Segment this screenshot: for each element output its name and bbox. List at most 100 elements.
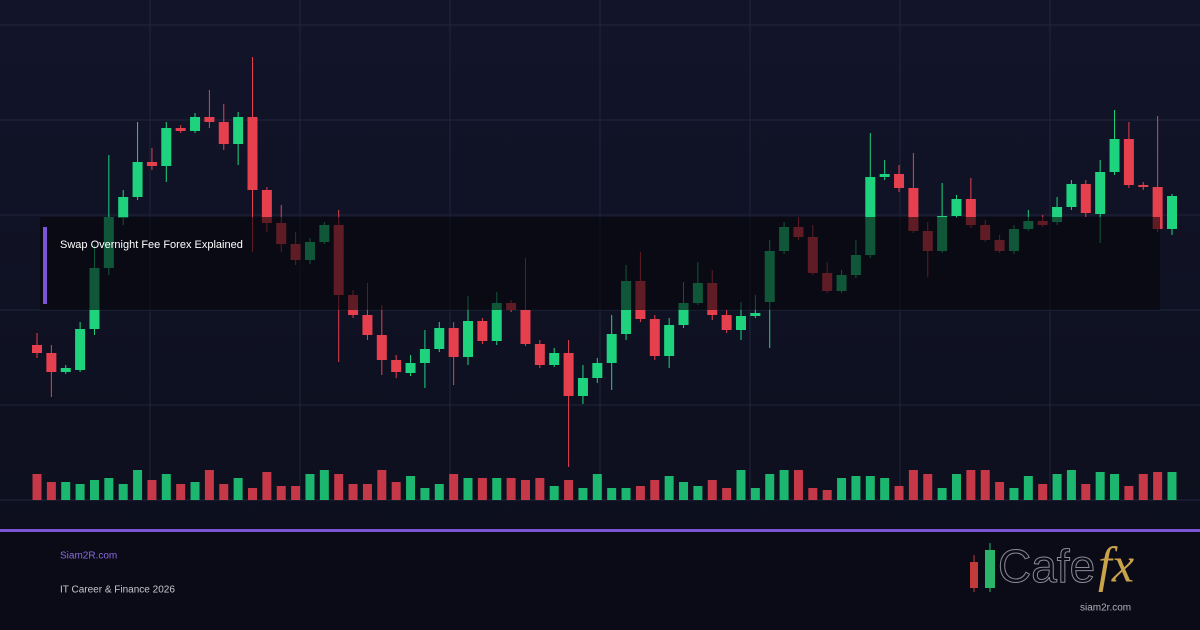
volume-bar [880, 478, 890, 500]
candle-body [247, 117, 258, 190]
candle-body [649, 319, 660, 356]
volume-bar [851, 476, 861, 500]
volume-bar [607, 488, 617, 500]
candle-body [60, 368, 71, 372]
volume-bar [233, 478, 243, 500]
candle-body [520, 310, 531, 344]
volume-bar [937, 488, 947, 500]
volume-bar [1066, 470, 1076, 500]
volume-bar [894, 486, 904, 500]
volume-bar [1095, 472, 1105, 500]
footer [0, 532, 1200, 630]
volume-bar [420, 488, 430, 500]
volume-bar [118, 484, 128, 500]
volume-bar [161, 474, 171, 500]
candle-body [1066, 184, 1077, 207]
volume-bar [549, 486, 559, 500]
volume-bar [463, 478, 473, 500]
candle-body [491, 303, 502, 341]
candle-body [1052, 207, 1063, 222]
volume-bar [32, 474, 42, 500]
volume-bar [520, 480, 530, 500]
logo-accent: fx [1098, 536, 1134, 592]
candle-body [1080, 184, 1091, 213]
candle-body [965, 199, 976, 225]
volume-bar [391, 482, 401, 500]
volume-bar [104, 478, 114, 500]
candle-body [1138, 185, 1149, 187]
volume-bar [219, 484, 229, 500]
candle-body [218, 122, 229, 144]
candle-body [146, 162, 157, 166]
volume-bar [808, 488, 818, 500]
candle-body [664, 325, 675, 356]
site: Siam2R.com [60, 551, 117, 562]
volume-bar [262, 472, 272, 500]
volume-bar [621, 488, 631, 500]
candle-body [376, 335, 387, 360]
candle-body [391, 360, 402, 372]
volume-bar [822, 490, 832, 500]
candle-body [132, 162, 143, 197]
volume-bar [75, 484, 85, 500]
candle-body [534, 344, 545, 365]
candle-body [477, 321, 488, 341]
volume-bar [1167, 472, 1177, 500]
volume-bar [204, 470, 214, 500]
volume-bar [61, 482, 71, 500]
volume-bar [679, 482, 689, 500]
candle-body [46, 353, 57, 372]
candle-body [563, 353, 574, 396]
candle-body [1123, 139, 1134, 185]
candle-body [190, 117, 201, 131]
volume-bar [980, 470, 990, 500]
title: Swap Overnight Fee Forex Explained [60, 239, 243, 251]
candle-body [735, 316, 746, 330]
volume-bar [693, 486, 703, 500]
volume-bar [736, 470, 746, 500]
volume-bar [362, 484, 372, 500]
volume-bar [449, 474, 459, 500]
candle-body [118, 197, 129, 218]
volume-bar [89, 480, 99, 500]
accent-bar [43, 227, 47, 304]
volume-bar [305, 474, 315, 500]
volume-bar [635, 486, 645, 500]
volume-bar [908, 470, 918, 500]
volume-bar [779, 470, 789, 500]
tagline: IT Career & Finance 2026 [60, 585, 175, 596]
candle-body [175, 128, 186, 131]
candle-body [32, 345, 42, 353]
volume-bar [1110, 474, 1120, 500]
volume-bar [319, 470, 329, 500]
volume-bar [1023, 476, 1033, 500]
volume-bar [995, 482, 1005, 500]
volume-bar [793, 470, 803, 500]
volume-bar [1081, 484, 1091, 500]
volume-bar [1038, 484, 1048, 500]
candle-body [865, 177, 876, 255]
candle-body [405, 363, 416, 373]
candle-body [721, 315, 732, 330]
volume-bar [133, 470, 143, 500]
candle-body [894, 174, 905, 188]
candle-body [448, 328, 459, 357]
volume-bar [406, 476, 416, 500]
candle-body [951, 199, 962, 216]
volume-bar [564, 480, 574, 500]
candle-body [434, 328, 445, 349]
volume-bar [966, 470, 976, 500]
logo-icon [970, 543, 995, 592]
candle-body [261, 190, 272, 223]
candle-body [161, 128, 172, 166]
volume-bar [664, 476, 674, 500]
volume-bar [578, 488, 588, 500]
candle-body [1167, 196, 1177, 229]
volume-bar [291, 486, 301, 500]
logo-domain: siam2r.com [1080, 603, 1131, 614]
volume-bar [1124, 486, 1134, 500]
volume-bar [1009, 488, 1019, 500]
volume-bar [334, 474, 344, 500]
volume-bar [190, 482, 200, 500]
